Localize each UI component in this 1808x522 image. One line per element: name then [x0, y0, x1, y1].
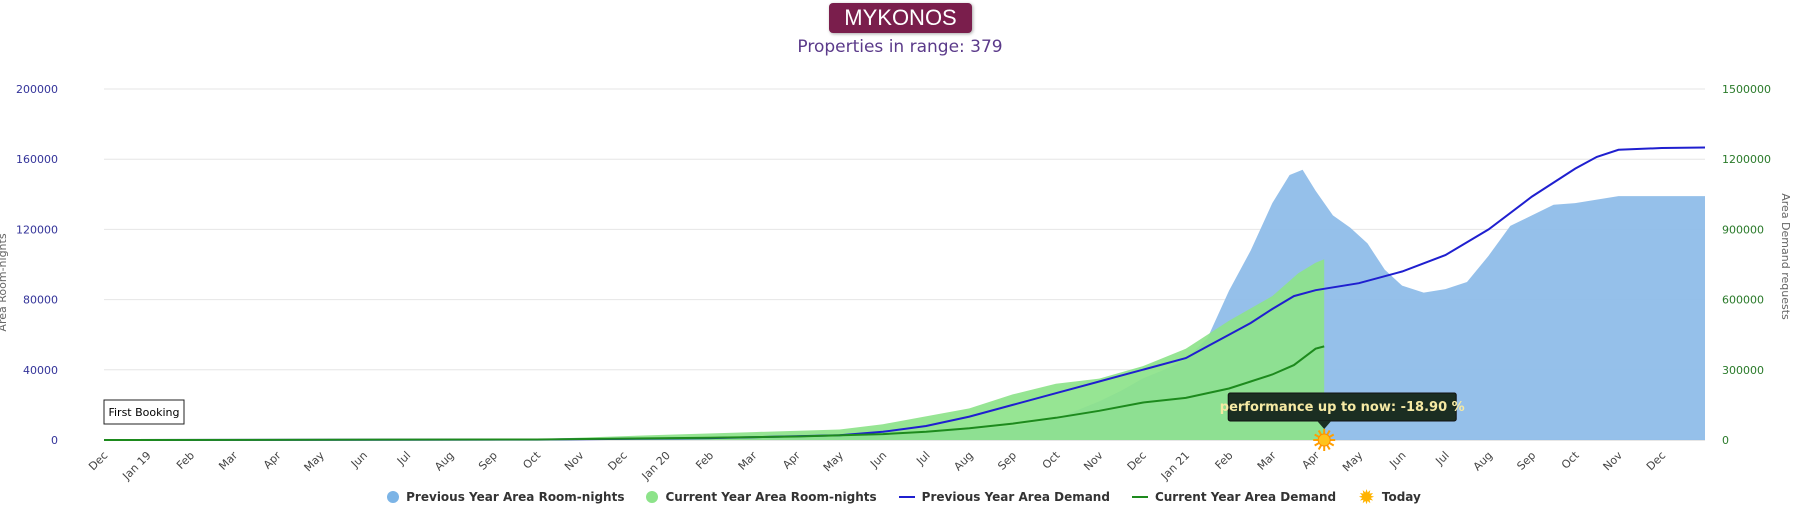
- right-axis-tick-label: 900000: [1722, 223, 1764, 236]
- x-axis-tick-label: May: [302, 449, 328, 475]
- line-series-2: [103, 146, 1706, 441]
- left-axis-tick-label: 160000: [16, 153, 58, 166]
- x-axis-tick-label: Nov: [1081, 449, 1106, 474]
- x-axis-tick-label: Feb: [1213, 449, 1236, 472]
- legend-line-prev-demand: [898, 496, 915, 498]
- legend-item-today[interactable]: ✹ Today: [1358, 485, 1421, 509]
- x-axis-tick-label: Dec: [86, 449, 110, 473]
- first-booking-label: First Booking: [108, 406, 179, 419]
- x-axis-tick-label: Mar: [1255, 449, 1279, 473]
- x-axis-tick-label: Sep: [476, 449, 500, 473]
- chart-title: MYKONOS: [829, 3, 972, 33]
- first-booking-box: [103, 399, 185, 425]
- right-axis-tick-label: 1500000: [1722, 83, 1771, 96]
- x-axis-tick-label: Feb: [174, 449, 197, 472]
- x-axis-tick-label: Apr: [261, 449, 284, 472]
- performance-tooltip-arrow: [1317, 421, 1332, 429]
- x-axis-tick-label: Aug: [951, 449, 975, 473]
- legend-label-curr-demand: Current Year Area Demand: [1154, 490, 1337, 504]
- x-axis-tick-label: Dec: [605, 449, 629, 473]
- x-axis-tick-label: Jan 20: [639, 449, 673, 483]
- x-axis-tick-label: Apr: [1299, 449, 1322, 472]
- legend-label-curr-roomnights: Current Year Area Room-nights: [665, 490, 877, 504]
- legend-label-today: Today: [1381, 490, 1421, 504]
- x-axis-tick-label: Aug: [432, 449, 456, 473]
- x-axis-tick-label: May: [1340, 449, 1366, 475]
- x-axis-tick-label: Nov: [1601, 449, 1626, 474]
- legend-dot-curr-roomnights: [646, 491, 659, 503]
- first-booking-annotation: First Booking: [103, 399, 185, 425]
- left-axis-tick-label: 80000: [23, 294, 58, 307]
- today-sun-icon: [1313, 429, 1336, 451]
- x-axis-tick-label: Sep: [995, 449, 1019, 473]
- right-axis-title: Area Demand requests: [1779, 193, 1792, 320]
- x-axis-tick-label: Jan 19: [119, 449, 153, 483]
- area-series-1: [104, 259, 1325, 440]
- x-axis-tick-label: Sep: [1514, 449, 1538, 473]
- legend-line-curr-demand: [1131, 496, 1148, 498]
- legend-dot-prev-roomnights: [387, 491, 400, 503]
- x-axis-tick-label: Dec: [1644, 449, 1668, 473]
- x-axis-tick-label: Jul: [913, 449, 932, 468]
- x-axis-tick-label: Dec: [1125, 449, 1149, 473]
- legend-label-prev-demand: Previous Year Area Demand: [921, 490, 1110, 504]
- performance-tooltip-box: [1227, 392, 1457, 422]
- chart-legend: Previous Year Area Room-nights Current Y…: [0, 485, 1808, 509]
- legend-item-prev-demand[interactable]: Previous Year Area Demand: [898, 490, 1110, 504]
- sun-core: [1317, 433, 1331, 447]
- x-axis-tick-label: Jun: [867, 449, 889, 471]
- left-axis-title: Area Room-nights: [0, 233, 9, 331]
- x-axis-tick-label: May: [821, 449, 847, 475]
- chart-subtitle: Properties in range: 379: [797, 37, 1003, 57]
- x-axis-tick-label: Nov: [562, 449, 587, 474]
- right-axis-tick-label: 1200000: [1722, 153, 1771, 166]
- legend-item-prev-roomnights[interactable]: Previous Year Area Room-nights: [387, 490, 624, 504]
- right-axis-tick-label: 0: [1722, 434, 1729, 447]
- x-axis-tick-label: Apr: [780, 449, 803, 472]
- legend-item-curr-demand[interactable]: Current Year Area Demand: [1131, 490, 1337, 504]
- right-axis-tick-label: 600000: [1722, 294, 1764, 307]
- x-axis-tick-label: Jun: [348, 449, 370, 471]
- x-axis-tick-label: Jun: [1386, 449, 1408, 471]
- left-axis-tick-label: 120000: [16, 223, 58, 236]
- x-axis-tick-label: Aug: [1471, 449, 1495, 473]
- performance-tooltip: performance up to now: -18.90 %: [1220, 392, 1465, 429]
- performance-tooltip-label: performance up to now: -18.90 %: [1220, 400, 1465, 415]
- x-axis-tick-label: Jul: [1433, 449, 1452, 468]
- right-axis-tick-label: 300000: [1722, 364, 1764, 377]
- x-axis-tick-label: Mar: [216, 449, 240, 473]
- x-axis-tick-label: Mar: [736, 449, 760, 473]
- x-axis-tick-label: Jan 21: [1158, 449, 1192, 483]
- left-axis-tick-label: 200000: [16, 83, 58, 96]
- area-series-0: [104, 169, 1705, 440]
- left-axis-tick-label: 0: [51, 434, 58, 447]
- sun-icon: ✹: [1358, 485, 1375, 509]
- left-axis-tick-label: 40000: [23, 364, 58, 377]
- x-axis-tick-label: Oct: [1040, 448, 1063, 471]
- line-series-3: [103, 345, 1325, 441]
- legend-item-curr-roomnights[interactable]: Current Year Area Room-nights: [646, 490, 877, 504]
- x-axis-tick-label: Oct: [520, 448, 543, 471]
- x-axis-tick-label: Oct: [1559, 448, 1582, 471]
- x-axis-tick-label: Feb: [693, 449, 716, 472]
- x-axis-tick-label: Jul: [394, 449, 413, 468]
- legend-label-prev-roomnights: Previous Year Area Room-nights: [406, 490, 625, 504]
